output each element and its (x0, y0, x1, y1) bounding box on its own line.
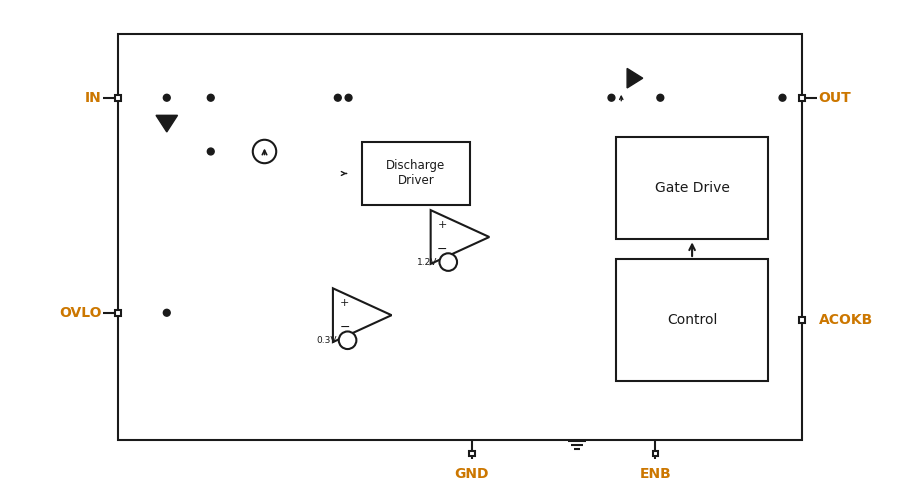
Circle shape (207, 148, 214, 155)
Circle shape (163, 309, 170, 316)
Bar (115, 310, 121, 316)
Circle shape (334, 94, 341, 101)
Text: OUT: OUT (819, 91, 851, 105)
Text: IN: IN (84, 91, 101, 105)
Text: −: − (437, 243, 448, 256)
Bar (363, 142, 470, 205)
Bar (653, 451, 658, 456)
Text: Gate Drive: Gate Drive (655, 181, 730, 195)
Text: ENB: ENB (640, 467, 671, 481)
Text: ACOKB: ACOKB (819, 313, 873, 327)
Text: OVLO: OVLO (59, 306, 101, 320)
Circle shape (339, 332, 356, 349)
Bar (115, 95, 121, 101)
Polygon shape (156, 115, 177, 132)
Circle shape (779, 94, 786, 101)
Bar (469, 451, 475, 456)
Text: 0.3V: 0.3V (317, 336, 337, 345)
Polygon shape (627, 68, 643, 88)
Bar (616, 259, 767, 381)
Text: +: + (438, 220, 447, 229)
Circle shape (608, 94, 615, 101)
Text: GND: GND (454, 467, 489, 481)
Text: 1.2V: 1.2V (417, 257, 438, 267)
Circle shape (252, 140, 276, 163)
Text: −: − (340, 321, 350, 334)
Circle shape (657, 94, 664, 101)
Text: Control: Control (666, 313, 717, 327)
Bar (616, 137, 767, 240)
Text: Discharge
Driver: Discharge Driver (386, 160, 445, 187)
Bar (118, 34, 802, 440)
Circle shape (345, 94, 352, 101)
Bar (799, 317, 805, 323)
Bar (799, 95, 805, 101)
Circle shape (440, 253, 457, 271)
Circle shape (207, 94, 214, 101)
Text: +: + (340, 298, 350, 308)
Circle shape (163, 94, 170, 101)
